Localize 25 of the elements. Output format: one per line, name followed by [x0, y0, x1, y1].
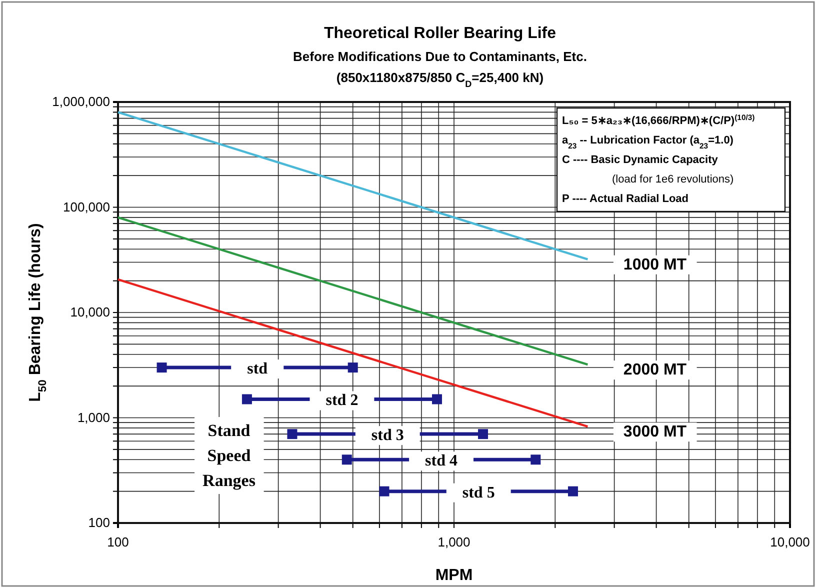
series-label: std 2 — [326, 392, 358, 410]
x-axis-title: MPM — [435, 567, 473, 584]
annotation: P ---- Actual Radial Load — [562, 193, 689, 205]
y-tick-label: 100 — [88, 515, 110, 530]
y-tick-label: 1,000 — [77, 410, 110, 425]
chart-title: Theoretical Roller Bearing Life — [324, 25, 556, 42]
y-tick-label: 10,000 — [70, 304, 110, 320]
text: 1000 MT — [623, 256, 687, 274]
annotation: L₅₀ = 5∗a₂₃∗(16,666/RPM)∗(C/P)$^{(10/3)}$ — [562, 112, 756, 127]
annotation: a$_{23}$ -- Lubrication Factor (a$_{23}$=1.0) — [562, 134, 734, 150]
x-tick-label: 100 — [107, 534, 129, 550]
series-label: std — [247, 360, 268, 378]
text: 2000 MT — [623, 362, 687, 379]
series-label: std 5 — [462, 484, 495, 502]
chart-subtitle: Before Modifications Due to Contaminants, Etc. (850x1180x875/850 C$_{D}$=25,400 kN) — [293, 49, 587, 89]
x-tick-label: 1,000 — [438, 534, 470, 550]
annotation: Stand Speed Ranges — [202, 421, 256, 490]
series-label: std 3 — [371, 427, 404, 444]
x-tick-label: 10,000 — [770, 534, 810, 550]
annotation: C ---- Basic Dynamic Capacity — [562, 154, 719, 166]
annotation: (load for 1e6 revolutions) — [612, 174, 734, 186]
text: 3000 MT — [623, 424, 687, 441]
series-label: std 4 — [425, 452, 458, 470]
y-tick-label: 100,000 — [63, 199, 110, 214]
y-tick-label: 1,000,000 — [52, 94, 110, 110]
